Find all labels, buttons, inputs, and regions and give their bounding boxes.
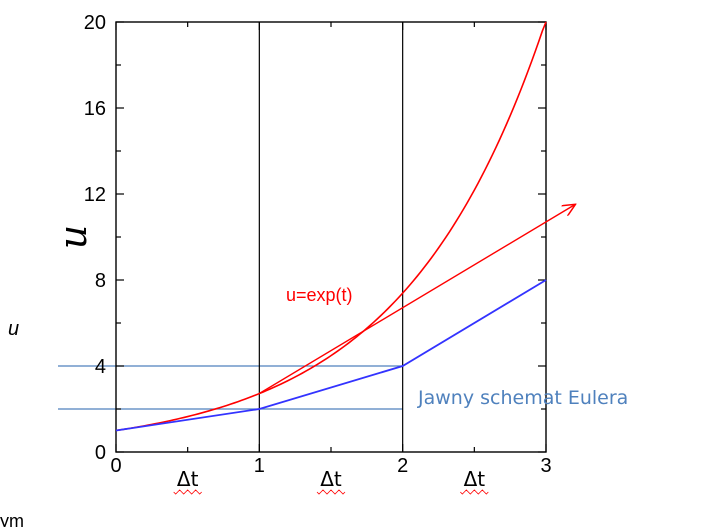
exp-curve-label: u=exp(t) (286, 285, 353, 305)
spellcheck-underline (316, 489, 346, 495)
delta-t-label: Δt (464, 467, 486, 491)
y-tick-label: 12 (84, 184, 106, 206)
cropped-text: ym (0, 511, 24, 527)
y-tick-label: 20 (84, 12, 106, 34)
y-tick-label: 8 (95, 270, 106, 292)
spellcheck-underline (173, 489, 202, 495)
tangent-arrow (258, 205, 574, 395)
horizontal-guides (58, 365, 403, 410)
x-tick-label: 0 (110, 455, 121, 477)
vertical-gridlines (258, 22, 404, 452)
exp-curve (115, 21, 547, 432)
delta-t-label: Δt (320, 467, 342, 491)
x-tick-label: 2 (397, 455, 408, 477)
series-layer (115, 21, 575, 432)
x-tick-label: 1 (254, 455, 265, 477)
euler-polyline (115, 279, 547, 432)
delta-t-label: Δt (177, 467, 199, 491)
axis-ticks (115, 21, 547, 453)
y-tick-label: 16 (84, 98, 106, 120)
y-axis-label: u (51, 225, 95, 249)
spellcheck-underline (460, 489, 489, 495)
x-tick-label: 3 (540, 455, 551, 477)
euler-scheme-label: Jawny schemat Eulera (417, 387, 628, 409)
y-tick-label: 0 (95, 442, 106, 464)
y-tick-label: 4 (95, 356, 106, 378)
side-u-label: u (8, 318, 19, 340)
